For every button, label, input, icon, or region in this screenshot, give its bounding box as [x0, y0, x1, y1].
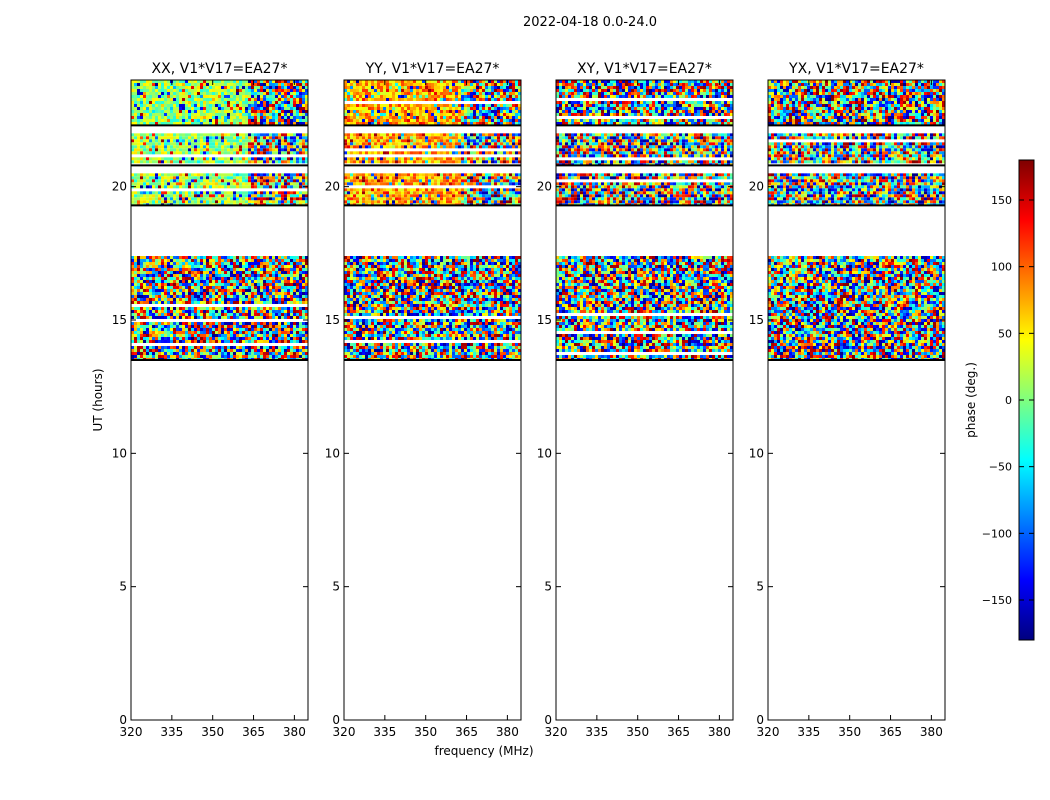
heatmap-cells [768, 80, 945, 361]
x-tick-label: 380 [708, 725, 731, 739]
x-tick-label: 365 [667, 725, 690, 739]
panel-title: XX, V1*V17=EA27* [152, 61, 288, 77]
y-tick-label: 5 [332, 580, 340, 594]
axes-frame [555, 79, 734, 721]
colorbar-tick-label: 150 [991, 194, 1012, 207]
x-tick-label: 350 [838, 725, 861, 739]
x-tick-label: 335 [160, 725, 183, 739]
y-tick-label: 15 [112, 313, 127, 327]
colorbar-tick-label: −100 [982, 527, 1012, 540]
panel-yx: YX, V1*V17=EA27* 0 5 10 15 20 320 335 350 365 380 [749, 61, 946, 739]
panel-title: XY, V1*V17=EA27* [577, 61, 712, 77]
y-tick-label: 5 [544, 580, 552, 594]
x-tick-label: 380 [496, 725, 519, 739]
y-tick-label: 0 [332, 713, 340, 727]
y-tick-label: 20 [112, 180, 127, 194]
y-tick-label: 10 [749, 446, 764, 460]
panel-xx: XX, V1*V17=EA27* 0 5 10 15 20 320 335 350 365 380 [112, 61, 309, 739]
axes-frame [767, 79, 946, 721]
colorbar-tick-label: 100 [991, 261, 1012, 274]
x-tick-label: 350 [201, 725, 224, 739]
heatmap-cells [344, 80, 521, 361]
y-tick-label: 15 [537, 313, 552, 327]
y-tick-label: 20 [325, 180, 340, 194]
y-tick-label: 20 [749, 180, 764, 194]
x-tick-label: 335 [585, 725, 608, 739]
figure-suptitle: 2022-04-18 0.0-24.0 [523, 15, 657, 30]
colorbar-tick-label: 50 [998, 327, 1012, 340]
x-tick-label: 380 [283, 725, 306, 739]
panel-title: YX, V1*V17=EA27* [788, 61, 924, 77]
y-tick-label: 15 [749, 313, 764, 327]
x-tick-label: 320 [757, 725, 780, 739]
x-tick-label: 335 [373, 725, 396, 739]
colorbar-tick-label: −150 [982, 594, 1012, 607]
panel-xy: XY, V1*V17=EA27* 0 5 10 15 20 320 335 350 365 380 [537, 61, 734, 739]
heatmap-cells [556, 80, 733, 361]
x-tick-label: 365 [455, 725, 478, 739]
y-tick-label: 15 [325, 313, 340, 327]
x-tick-label: 320 [545, 725, 568, 739]
colorbar: phase (deg.) 150 100 50 0 −50 −100 −150 [964, 159, 1035, 641]
y-tick-label: 0 [756, 713, 764, 727]
x-tick-label: 350 [626, 725, 649, 739]
x-tick-label: 335 [797, 725, 820, 739]
y-axis-label: UT (hours) [91, 368, 105, 431]
y-tick-label: 20 [537, 180, 552, 194]
x-tick-label: 320 [120, 725, 143, 739]
axes-frame [130, 79, 309, 721]
y-tick-label: 0 [119, 713, 127, 727]
panel-yy: YY, V1*V17=EA27* 0 5 10 15 20 320 335 350 365 380 [325, 61, 522, 739]
y-tick-label: 5 [756, 580, 764, 594]
x-tick-label: 350 [414, 725, 437, 739]
y-tick-label: 0 [544, 713, 552, 727]
x-tick-label: 365 [242, 725, 265, 739]
x-tick-label: 365 [879, 725, 902, 739]
colorbar-tick-label: 0 [1005, 394, 1012, 407]
panel-title: YY, V1*V17=EA27* [365, 61, 500, 77]
colorbar-label: phase (deg.) [964, 362, 978, 438]
x-tick-label: 320 [333, 725, 356, 739]
heatmap-cells [131, 80, 308, 361]
y-tick-label: 10 [325, 446, 340, 460]
x-axis-label: frequency (MHz) [434, 744, 533, 758]
colorbar-tick-label: −50 [989, 461, 1012, 474]
axes-frame [343, 79, 522, 721]
x-tick-label: 380 [920, 725, 943, 739]
y-tick-label: 5 [119, 580, 127, 594]
y-tick-label: 10 [112, 446, 127, 460]
y-tick-label: 10 [537, 446, 552, 460]
